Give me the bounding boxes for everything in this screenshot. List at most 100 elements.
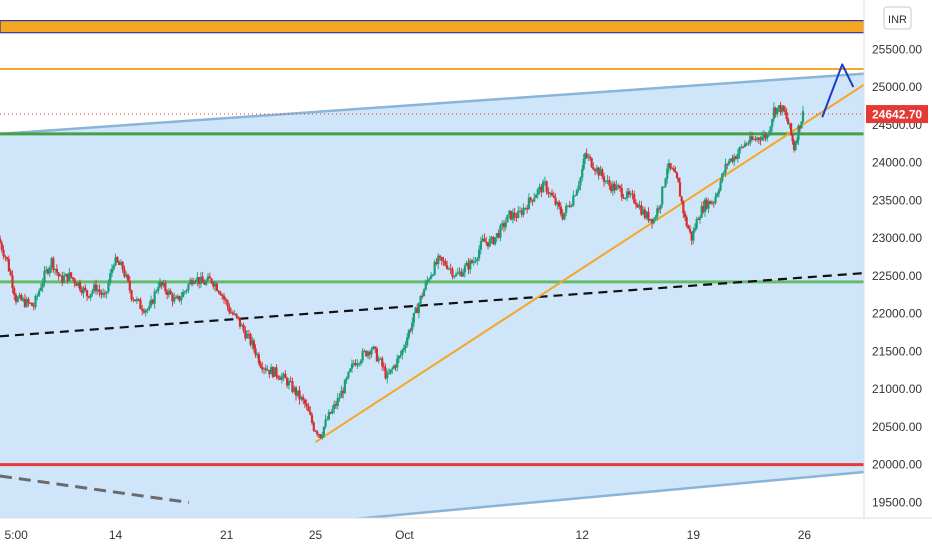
candle-body <box>66 273 69 282</box>
candle-body <box>203 282 206 285</box>
candle-body <box>391 368 394 370</box>
candle-body <box>384 367 387 379</box>
candle-body <box>460 271 463 277</box>
currency-label: INR <box>888 14 907 26</box>
candles <box>0 101 805 440</box>
candle-body <box>633 194 636 203</box>
candle-body <box>366 351 370 357</box>
candle-body <box>237 316 240 319</box>
candle-body <box>264 368 267 371</box>
candle-body <box>132 299 135 301</box>
candle-body <box>588 156 592 158</box>
candle-body <box>629 193 632 195</box>
candle-body <box>761 136 764 141</box>
candle-body <box>84 287 87 291</box>
candle-body <box>572 195 575 206</box>
candle-body <box>396 358 399 368</box>
candle-body <box>565 205 568 213</box>
x-tick-label: 25 <box>309 528 323 542</box>
candle-body <box>762 134 765 137</box>
candle-body <box>73 279 76 284</box>
candle-body <box>392 365 395 369</box>
candle-body <box>280 376 283 380</box>
candle-body <box>769 126 772 134</box>
candle-body <box>722 172 725 174</box>
candle-body <box>556 202 559 205</box>
candle-body <box>114 257 117 266</box>
candle-body <box>714 196 717 203</box>
candle-body <box>75 283 78 286</box>
candle-body <box>78 282 82 290</box>
candle-body <box>738 147 741 154</box>
candle-body <box>59 275 62 277</box>
candle-body <box>2 249 5 257</box>
candle-body <box>510 210 513 220</box>
candle-body <box>581 169 584 178</box>
candle-body <box>372 346 375 350</box>
candle-body <box>256 354 259 356</box>
candle-body <box>785 112 788 120</box>
candle-body <box>650 218 654 224</box>
candle-body <box>52 258 55 270</box>
price-axis: INR25500.0025000.0024500.0024000.0023500… <box>863 0 932 550</box>
candle-body <box>656 208 659 218</box>
dashed-trendline-gray <box>0 474 190 504</box>
candle-body <box>389 369 392 374</box>
candle-body <box>599 169 602 176</box>
candle-body <box>437 255 440 265</box>
candle-body <box>262 368 266 370</box>
candle-body <box>0 238 2 243</box>
candle-body <box>693 228 697 231</box>
candle-body <box>654 217 657 220</box>
level-band-0 <box>0 20 865 34</box>
candle-body <box>11 275 14 289</box>
candle-body <box>469 260 472 270</box>
candle-body <box>394 365 397 368</box>
x-tick-label: 5:00 <box>4 528 28 542</box>
candle-body <box>257 354 260 364</box>
candle-body <box>126 274 130 281</box>
candle-body <box>27 299 30 303</box>
candle-body <box>321 434 324 438</box>
candle-body <box>552 195 555 198</box>
candle-body <box>166 291 169 295</box>
candle-body <box>727 161 730 165</box>
candle-body <box>6 257 9 260</box>
candle-body <box>397 355 400 359</box>
candle-body <box>520 210 523 215</box>
candle-body <box>142 310 146 313</box>
candle-body <box>409 330 412 332</box>
candle-body <box>716 193 719 197</box>
candle-body <box>692 230 695 241</box>
candle-body <box>563 212 566 220</box>
candle-body <box>343 380 346 394</box>
candle-body <box>729 158 732 162</box>
x-tick-label: 19 <box>687 528 701 542</box>
candle-body <box>404 345 407 348</box>
channel-upper-line <box>0 71 878 136</box>
candle-body <box>109 273 112 283</box>
candle-body <box>68 272 71 282</box>
candle-body <box>749 136 752 144</box>
candle-body <box>112 265 115 269</box>
candle-body <box>194 281 197 283</box>
candle-body <box>570 205 573 207</box>
candle-body <box>597 167 600 176</box>
candle-body <box>43 270 46 283</box>
candle-body <box>327 412 330 420</box>
candle-body <box>667 163 670 169</box>
current-price-label: 24642.70 <box>872 108 922 122</box>
candle-body <box>774 107 777 115</box>
candle-body <box>604 180 607 182</box>
candle-body <box>472 261 475 263</box>
candle-body <box>700 205 703 218</box>
candle-body <box>568 205 571 207</box>
candle-body <box>643 209 646 219</box>
candle-body <box>0 242 3 250</box>
candle-body <box>18 294 21 298</box>
candle-body <box>558 202 561 207</box>
candle-body <box>726 163 729 165</box>
candle-body <box>247 334 250 336</box>
candle-body <box>414 307 417 313</box>
candle-body <box>242 324 245 331</box>
